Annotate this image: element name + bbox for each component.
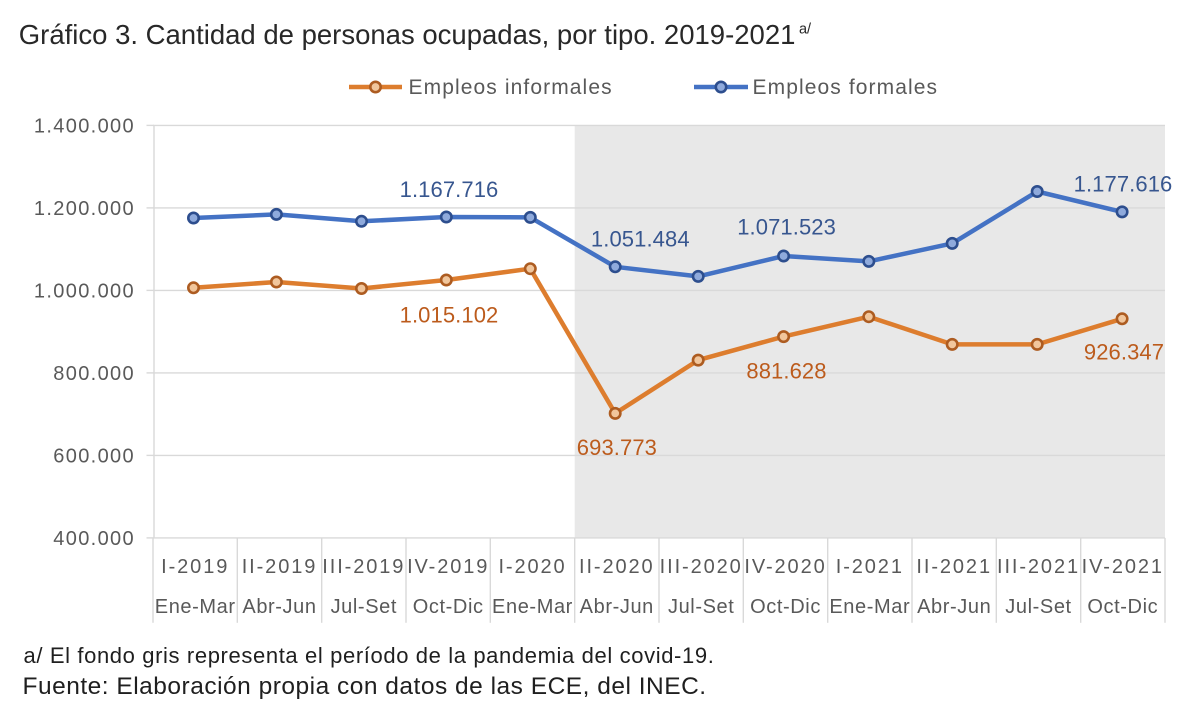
svg-text:Oct-Dic: Oct-Dic (1087, 596, 1158, 618)
svg-text:Ene-Mar: Ene-Mar (155, 596, 236, 618)
svg-text:IV-2021: IV-2021 (1082, 556, 1164, 578)
svg-text:Gráfico 3. Cantidad de persona: Gráfico 3. Cantidad de personas ocupadas… (19, 19, 812, 50)
svg-text:800.000: 800.000 (53, 363, 135, 385)
svg-text:1.000.000: 1.000.000 (34, 280, 135, 302)
svg-text:Empleos formales: Empleos formales (753, 76, 939, 99)
svg-text:600.000: 600.000 (53, 445, 135, 467)
svg-text:1.200.000: 1.200.000 (34, 198, 135, 220)
svg-text:Jul-Set: Jul-Set (331, 596, 397, 618)
svg-text:III-2020: III-2020 (660, 556, 743, 578)
svg-text:Ene-Mar: Ene-Mar (492, 596, 573, 618)
svg-text:Abr-Jun: Abr-Jun (580, 596, 654, 618)
svg-text:400.000: 400.000 (53, 528, 135, 550)
svg-text:III-2021: III-2021 (997, 556, 1080, 578)
svg-text:1.167.716: 1.167.716 (400, 177, 499, 202)
svg-text:1.071.523: 1.071.523 (737, 214, 836, 239)
svg-text:1.400.000: 1.400.000 (34, 115, 135, 137)
svg-text:III-2019: III-2019 (322, 556, 405, 578)
svg-text:Empleos informales: Empleos informales (409, 76, 613, 99)
svg-text:881.628: 881.628 (746, 358, 826, 383)
svg-text:1.177.616: 1.177.616 (1074, 172, 1173, 197)
svg-text:Ene-Mar: Ene-Mar (829, 596, 910, 618)
svg-text:1.015.102: 1.015.102 (400, 303, 499, 328)
svg-text:Oct-Dic: Oct-Dic (750, 596, 821, 618)
svg-text:926.347: 926.347 (1084, 339, 1164, 364)
svg-text:IV-2020: IV-2020 (744, 556, 826, 578)
svg-text:a/ El fondo gris representa el: a/ El fondo gris representa el período d… (24, 643, 715, 668)
svg-text:II-2019: II-2019 (242, 556, 318, 578)
svg-text:Abr-Jun: Abr-Jun (917, 596, 991, 618)
svg-text:693.773: 693.773 (577, 435, 657, 460)
svg-text:I-2020: I-2020 (498, 556, 566, 578)
svg-text:Abr-Jun: Abr-Jun (242, 596, 316, 618)
svg-text:II-2021: II-2021 (916, 556, 992, 578)
svg-text:Fuente: Elaboración propia con: Fuente: Elaboración propia con datos de … (23, 673, 707, 700)
svg-text:1.051.484: 1.051.484 (591, 227, 690, 252)
svg-text:Jul-Set: Jul-Set (668, 596, 734, 618)
svg-text:II-2020: II-2020 (579, 556, 655, 578)
svg-text:I-2019: I-2019 (161, 556, 229, 578)
svg-text:IV-2019: IV-2019 (407, 556, 489, 578)
svg-text:I-2021: I-2021 (836, 556, 904, 578)
svg-text:Jul-Set: Jul-Set (1005, 596, 1071, 618)
svg-text:Oct-Dic: Oct-Dic (413, 596, 484, 618)
